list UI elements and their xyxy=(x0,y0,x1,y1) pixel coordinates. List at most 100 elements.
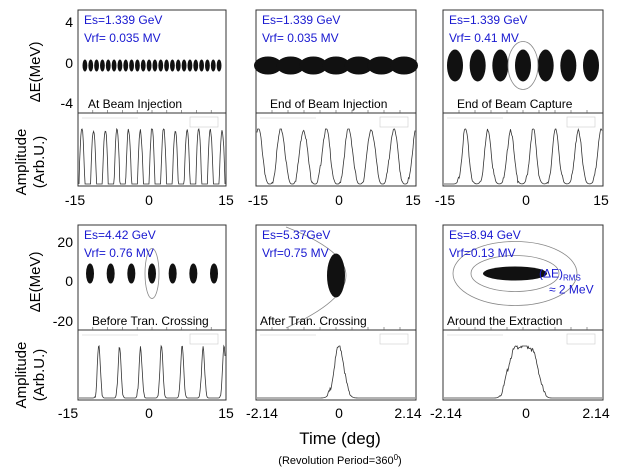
tick-x-p4-right: 15 xyxy=(218,405,234,421)
bunch xyxy=(135,59,140,72)
tick-x-p6-right: 2.14 xyxy=(582,405,609,421)
separatrix-inner xyxy=(470,255,560,292)
tick-x-p1-left: -15 xyxy=(65,192,85,208)
panel-title: End of Beam Injection xyxy=(270,97,387,111)
bunch xyxy=(537,49,554,82)
tick-x-p6-left: -2.14 xyxy=(430,405,462,421)
panel-4: Es=4.42 GeV Vrf= 0.76 MV Before Tran. Cros… xyxy=(77,224,227,401)
bunch xyxy=(123,59,129,72)
bunch xyxy=(515,49,531,82)
bunch xyxy=(100,59,105,72)
y-label-amp-bottom-line2: (Arb.U.) xyxy=(31,349,48,402)
stats-box xyxy=(189,333,219,345)
rms-annotation: (ΔE)RMS xyxy=(539,267,581,283)
amplitude-box xyxy=(255,329,417,401)
bunch xyxy=(148,263,156,284)
bunch xyxy=(344,56,373,75)
bunch xyxy=(210,59,216,72)
energy-label: Es=1.339 GeV xyxy=(449,13,527,27)
panels: Es=1.339 GeV Vrf= 0.035 MV At Beam Injecti… xyxy=(77,9,604,401)
tick-x-p1-mid: 0 xyxy=(145,192,153,208)
bunch xyxy=(205,59,210,72)
energy-label: Es=1.339 GeV xyxy=(262,13,340,27)
bunch xyxy=(140,59,146,72)
footnote-main: (Revolution Period=360 xyxy=(278,455,393,467)
separatrix xyxy=(144,248,160,299)
bunch xyxy=(164,59,169,72)
tick-x-p5-left: -2.14 xyxy=(246,405,278,421)
bunch xyxy=(170,59,175,72)
y-label-amp-bottom: Amplitude (Arb.U.) xyxy=(13,342,48,409)
vrf-label: Vrf=0.75 MV xyxy=(262,246,329,260)
stats-box xyxy=(189,116,219,128)
rms-subscript: RMS xyxy=(563,274,581,283)
bunch xyxy=(152,59,158,72)
vrf-label: Vrf= 0.035 MV xyxy=(84,31,161,45)
tick-y-row1-mid: 0 xyxy=(65,55,73,71)
amplitude-box xyxy=(77,329,227,401)
bunch xyxy=(210,263,218,284)
separatrix xyxy=(452,241,578,306)
bunch xyxy=(82,59,88,72)
bunch xyxy=(216,59,222,72)
tick-y-row2-bottom: -20 xyxy=(53,313,73,329)
y-label-amp-top-line2: (Arb.U.) xyxy=(31,136,48,189)
bunch xyxy=(469,49,486,82)
panel-title: End of Beam Capture xyxy=(457,97,573,111)
bunch xyxy=(127,263,136,284)
vrf-label: Vrf=0.13 MV xyxy=(449,246,516,260)
bunch xyxy=(117,59,123,72)
bunch xyxy=(254,56,282,75)
y-label-phase-top: ΔE(MeV) xyxy=(27,42,44,103)
bunch xyxy=(129,59,134,72)
stats-box xyxy=(566,333,596,345)
panel-title: After Tran. Crossing xyxy=(260,314,367,328)
tick-x-p2-right: 15 xyxy=(405,192,421,208)
amplitude-trace xyxy=(257,345,415,399)
stats-box xyxy=(379,116,409,128)
tick-x-p4-left: -15 xyxy=(58,405,78,421)
energy-label: Es=8.94 GeV xyxy=(449,228,521,242)
bunch xyxy=(367,56,396,75)
vrf-label: Vrf= 0.41 MV xyxy=(449,31,519,45)
bunch xyxy=(322,56,350,75)
rms-value: ≈ 2 MeV xyxy=(549,283,594,297)
tick-x-p3-right: 15 xyxy=(593,192,609,208)
footnote-sup: 0 xyxy=(394,453,399,462)
bunch xyxy=(105,59,111,72)
y-label-amp-top: Amplitude (Arb.U.) xyxy=(13,129,48,196)
tick-x-p6-mid: 0 xyxy=(522,405,530,421)
tick-y-row2-top: 20 xyxy=(57,234,73,250)
energy-label: Es=4.42 GeV xyxy=(84,228,156,242)
bunch xyxy=(483,266,547,281)
bunch xyxy=(175,59,181,72)
panel-title: At Beam Injection xyxy=(88,97,182,111)
bunch xyxy=(327,253,345,298)
amplitude-box xyxy=(442,112,604,187)
amplitude-box xyxy=(255,112,417,187)
amplitude-trace xyxy=(444,345,602,399)
tick-y-row1-top: 4 xyxy=(65,14,73,30)
panel-6: Es=8.94 GeV Vrf=0.13 MV Around the Extract… xyxy=(442,224,604,401)
panel-3: Es=1.339 GeV Vrf= 0.41 MV End of Beam Capt… xyxy=(442,9,604,187)
bunch xyxy=(187,59,193,72)
bunch xyxy=(492,49,509,82)
bunch xyxy=(560,49,577,82)
amplitude-box xyxy=(442,329,604,401)
bunch xyxy=(299,56,328,75)
bunch xyxy=(276,56,305,75)
amplitude-trace xyxy=(79,344,226,399)
bunch xyxy=(86,263,94,284)
separatrix xyxy=(507,41,539,90)
panel-5: Es=5.37GeV Vrf=0.75 MV After Tran. Crossin… xyxy=(255,224,417,401)
energy-label: Es=5.37GeV xyxy=(262,228,330,242)
bunch xyxy=(88,59,94,72)
bunch xyxy=(146,59,152,72)
stats-box xyxy=(566,116,596,128)
bunch xyxy=(447,49,463,82)
tick-x-p1-right: 15 xyxy=(218,192,234,208)
bunch xyxy=(94,59,99,72)
bunch xyxy=(189,263,198,284)
vrf-label: Vrf= 0.76 MV xyxy=(84,246,154,260)
